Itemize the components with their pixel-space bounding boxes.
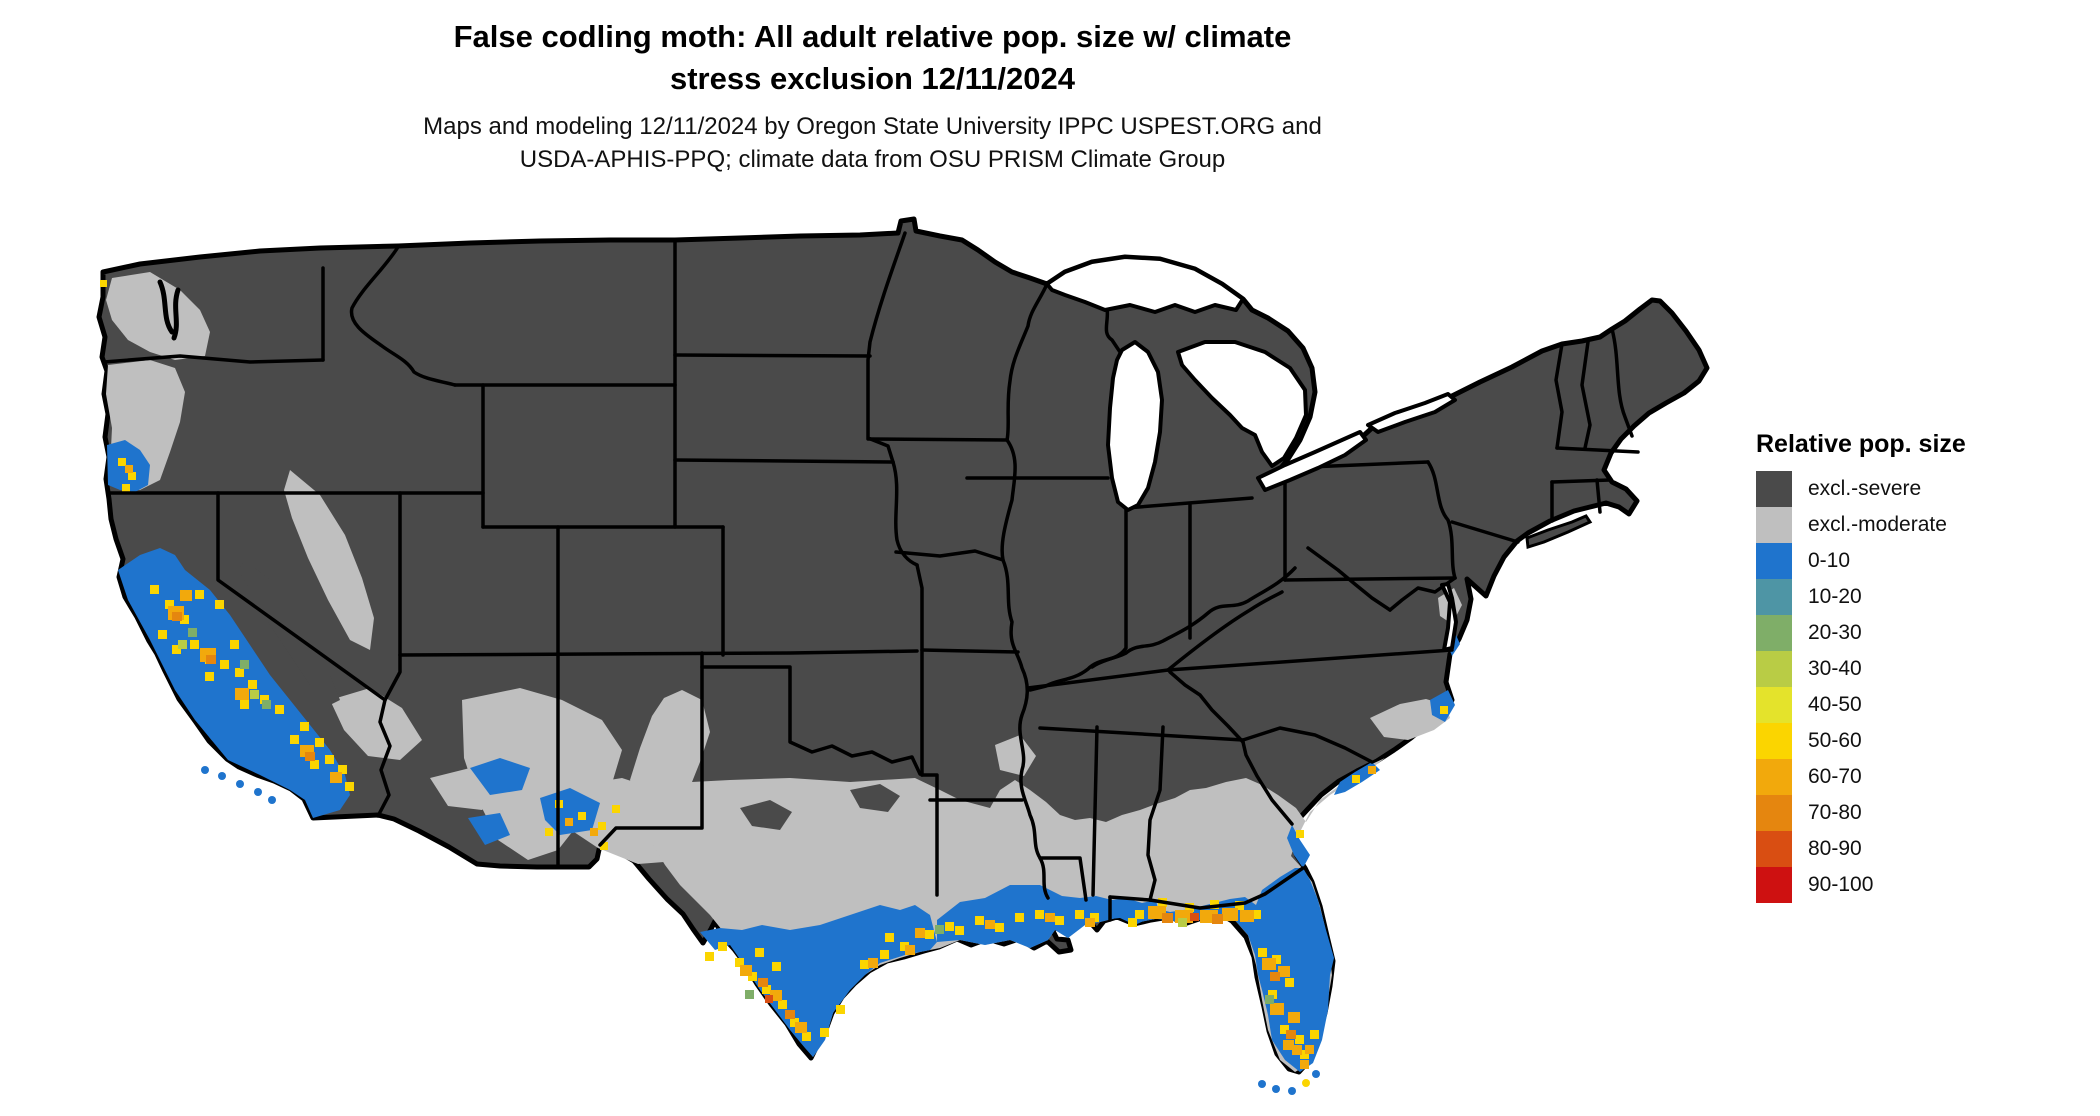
legend-row-2: 0-10 <box>1756 543 2086 579</box>
legend-row-7: 50-60 <box>1756 723 2086 759</box>
map-title-line-2: stress exclusion 12/11/2024 <box>669 61 1075 96</box>
legend-row-1: excl.-moderate <box>1756 507 2086 543</box>
speckles-deep-orange <box>172 612 1296 1039</box>
lake-huron <box>1176 340 1308 468</box>
legend-swatch-7 <box>1756 723 1792 759</box>
legend-swatch-0 <box>1756 471 1792 507</box>
puget-sound <box>157 279 181 341</box>
legend-row-9: 70-80 <box>1756 795 2086 831</box>
map-subtitle: Maps and modeling 12/11/2024 by Oregon S… <box>0 110 1745 176</box>
legend-row-3: 10-20 <box>1756 579 2086 615</box>
legend-label-1: excl.-moderate <box>1808 513 1947 536</box>
channel-islands <box>201 766 276 804</box>
speckles-green <box>188 628 1274 1004</box>
legend-row-10: 80-90 <box>1756 831 2086 867</box>
legend-items: excl.-severe excl.-moderate 0-10 10-20 20-30… <box>1756 471 2086 903</box>
legend-row-11: 90-100 <box>1756 867 2086 903</box>
legend-title: Relative pop. size <box>1756 430 1966 458</box>
legend-label-11: 90-100 <box>1808 873 1874 896</box>
legend-swatch-8 <box>1756 759 1792 795</box>
lake-erie <box>1256 430 1368 492</box>
legend-label-0: excl.-severe <box>1808 477 1922 500</box>
legend-label-6: 40-50 <box>1808 693 1862 716</box>
legend-row-4: 20-30 <box>1756 615 2086 651</box>
legend: Relative pop. size excl.-severe excl.-mod… <box>1756 430 2086 903</box>
legend-row-5: 30-40 <box>1756 651 2086 687</box>
map-title-line-1: False codling moth: All adult relative p… <box>453 19 1292 54</box>
legend-swatch-9 <box>1756 795 1792 831</box>
lake-michigan <box>1106 340 1164 512</box>
legend-swatch-10 <box>1756 831 1792 867</box>
legend-swatch-4 <box>1756 615 1792 651</box>
legend-label-2: 0-10 <box>1808 549 1851 572</box>
legend-label-4: 20-30 <box>1808 621 1862 644</box>
header: False codling moth: All adult relative p… <box>0 16 1745 176</box>
legend-label-9: 70-80 <box>1808 801 1862 824</box>
legend-row-0: excl.-severe <box>1756 471 2086 507</box>
legend-swatch-2 <box>1756 543 1792 579</box>
great-lakes <box>1045 255 1458 652</box>
legend-swatch-3 <box>1756 579 1792 615</box>
lake-ontario <box>1366 392 1457 434</box>
speckles-yellow <box>100 280 1448 1059</box>
long-island <box>1525 514 1593 549</box>
map-subtitle-line-2: USDA-APHIS-PPQ; climate data from OSU PR… <box>519 146 1226 173</box>
florida-keys <box>1258 1070 1320 1095</box>
legend-row-6: 40-50 <box>1756 687 2086 723</box>
legend-swatch-6 <box>1756 687 1792 723</box>
legend-label-8: 60-70 <box>1808 765 1862 788</box>
legend-row-8: 60-70 <box>1756 759 2086 795</box>
legend-label-5: 30-40 <box>1808 657 1862 680</box>
lake-superior <box>1045 255 1245 314</box>
legend-label-7: 50-60 <box>1808 729 1862 752</box>
chesapeake-bay <box>1440 582 1458 652</box>
legend-swatch-1 <box>1756 507 1792 543</box>
state-borders <box>102 231 1640 922</box>
legend-swatch-5 <box>1756 651 1792 687</box>
legend-label-10: 80-90 <box>1808 837 1862 860</box>
speckles-yellow-green <box>178 640 1187 927</box>
speckles-red <box>765 913 1199 1003</box>
legend-swatch-11 <box>1756 867 1792 903</box>
legend-label-3: 10-20 <box>1808 585 1862 608</box>
speckles-orange <box>125 465 1376 1069</box>
map-subtitle-line-1: Maps and modeling 12/11/2024 by Oregon S… <box>423 113 1322 140</box>
